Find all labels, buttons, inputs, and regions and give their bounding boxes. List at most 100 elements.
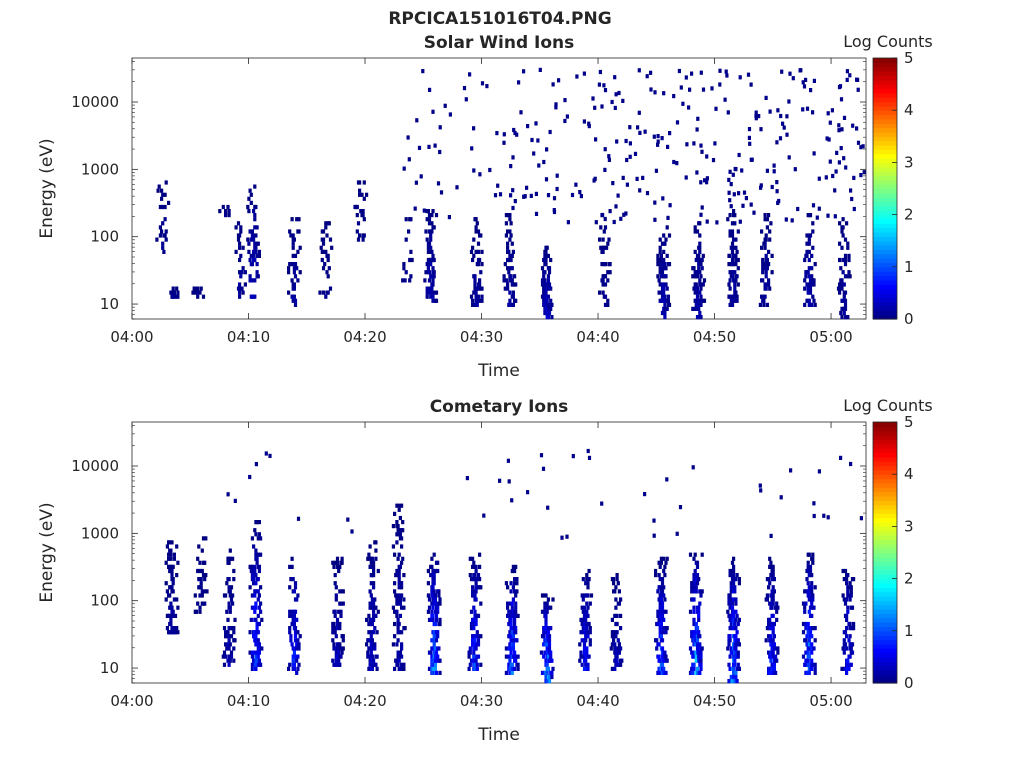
data-cell: [176, 605, 180, 610]
data-cell: [806, 650, 810, 655]
data-cell: [780, 69, 784, 74]
data-cell: [506, 241, 510, 246]
data-cell: [546, 193, 551, 198]
data-cell: [771, 626, 775, 631]
data-cell: [699, 662, 703, 667]
data-cell: [293, 262, 298, 267]
data-cell: [295, 266, 299, 271]
plot-area: [131, 421, 867, 684]
data-cell: [544, 257, 548, 263]
colorbar-segment: [873, 245, 897, 250]
data-cell: [734, 257, 738, 263]
data-cell: [677, 68, 681, 74]
data-cell: [254, 650, 258, 655]
data-cell: [346, 517, 350, 522]
data-cell: [289, 233, 293, 238]
data-cell: [224, 593, 228, 598]
data-cell: [429, 650, 433, 655]
data-cell: [478, 257, 482, 263]
data-cell: [846, 658, 850, 663]
data-cell: [321, 241, 326, 246]
data-cell: [728, 198, 732, 203]
data-cell: [398, 613, 402, 618]
x-tick-label: 04:40: [576, 692, 619, 710]
data-cell: [839, 266, 843, 271]
data-cell: [158, 204, 162, 210]
data-cell: [738, 219, 742, 224]
data-cell: [227, 585, 231, 590]
data-cell: [661, 196, 665, 201]
data-cell: [554, 102, 558, 107]
data-cell: [513, 274, 517, 279]
data-cell: [607, 154, 611, 159]
data-cell: [339, 646, 343, 651]
data-cell: [736, 621, 740, 627]
data-cell: [472, 621, 476, 627]
data-cell: [846, 245, 850, 250]
data-cell: [768, 670, 772, 675]
data-cell: [810, 666, 814, 671]
data-cell: [543, 278, 547, 283]
data-cell: [331, 638, 335, 643]
data-cell: [810, 589, 814, 594]
data-cell: [291, 577, 295, 582]
data-cell: [636, 125, 640, 130]
data-cell: [694, 577, 698, 582]
data-cell: [810, 601, 814, 606]
data-cell: [691, 585, 695, 590]
data-cell: [393, 634, 397, 639]
data-cell: [588, 638, 592, 643]
data-cell: [508, 266, 512, 271]
data-cell: [395, 609, 399, 614]
data-cell: [690, 71, 694, 76]
data-cell: [361, 213, 365, 218]
data-cell: [547, 270, 552, 275]
data-cell: [291, 654, 295, 659]
data-cell: [332, 646, 336, 651]
data-cell: [699, 180, 703, 185]
data-cell: [478, 577, 482, 582]
data-cell: [170, 573, 174, 578]
data-cell: [498, 192, 503, 197]
data-cell: [228, 589, 232, 594]
data-cell: [585, 577, 589, 582]
data-cell: [431, 613, 435, 618]
data-cell: [808, 564, 813, 569]
colorbar-segment: [873, 609, 897, 614]
data-cell: [728, 169, 732, 174]
data-cell: [438, 601, 442, 606]
data-cell: [781, 121, 785, 126]
data-cell: [767, 282, 771, 287]
data-cell: [161, 192, 165, 197]
colorbar-segment: [873, 656, 897, 662]
data-cell: [268, 453, 272, 458]
data-cell: [737, 617, 741, 622]
data-cell: [771, 601, 775, 606]
data-cell: [548, 129, 552, 135]
colorbar-segment: [873, 630, 897, 636]
data-cell: [812, 513, 816, 519]
colorbar-segment: [873, 266, 897, 272]
data-cell: [660, 638, 665, 643]
data-cell: [320, 257, 324, 263]
data-cell: [587, 621, 591, 627]
data-cell: [582, 71, 586, 76]
data-cell: [547, 674, 552, 680]
data-cell: [373, 626, 377, 631]
colorbar-segment: [873, 596, 897, 601]
data-cell: [366, 556, 370, 561]
data-cell: [374, 662, 378, 667]
data-cell: [549, 654, 553, 659]
colorbar-segment: [873, 535, 897, 541]
data-cell: [510, 666, 514, 671]
data-cell: [613, 630, 617, 635]
data-cell: [200, 593, 204, 598]
data-cell: [727, 642, 731, 647]
data-cell: [253, 257, 257, 263]
data-cell: [256, 536, 260, 541]
data-cell: [198, 605, 202, 610]
data-cell: [733, 662, 737, 667]
data-cell: [736, 266, 740, 271]
data-cell: [602, 83, 606, 88]
data-cell: [698, 670, 702, 675]
